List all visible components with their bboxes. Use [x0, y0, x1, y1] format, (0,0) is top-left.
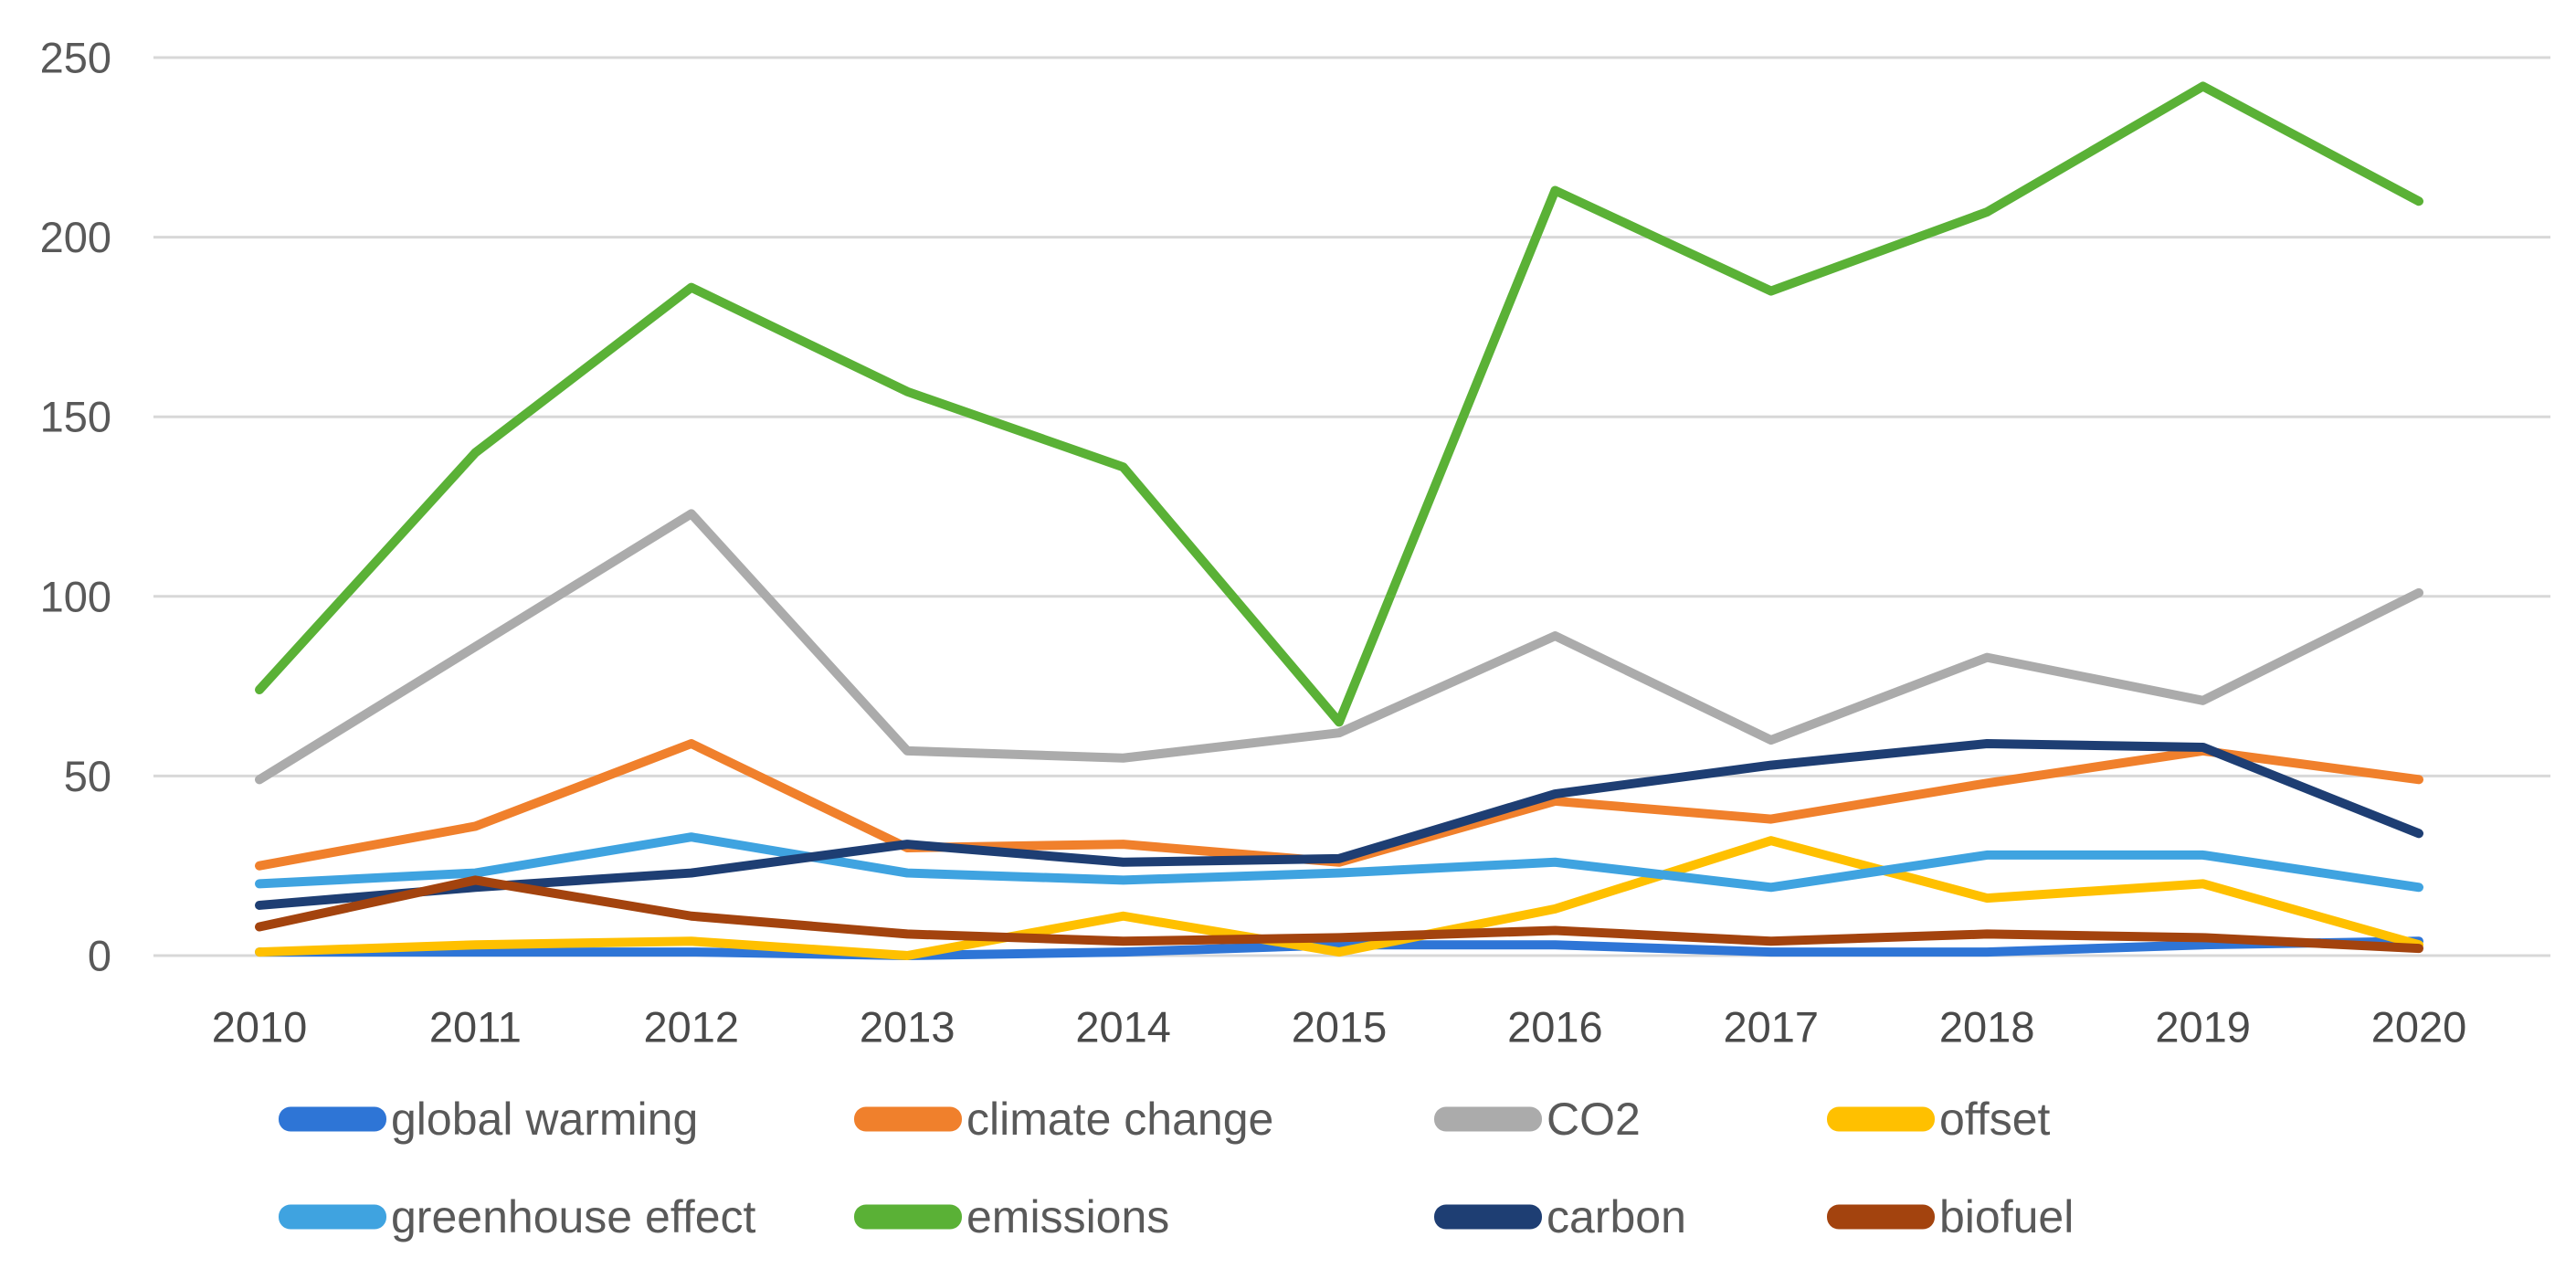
y-axis-label: 150 [40, 393, 111, 441]
x-axis-label: 2013 [860, 1003, 955, 1052]
y-axis-label: 100 [40, 572, 111, 620]
x-axis-label: 2018 [1939, 1003, 2035, 1052]
x-axis-label: 2017 [1724, 1003, 1820, 1052]
legend-swatch-co2 [1434, 1106, 1542, 1132]
x-axis-label: 2019 [2155, 1003, 2251, 1052]
y-axis-label: 50 [64, 752, 111, 800]
x-axis-label: 2010 [212, 1003, 308, 1052]
series-line-greenhouse-effect [255, 832, 2423, 893]
legend-item-carbon: carbon [1434, 1191, 1686, 1242]
legend-swatch-climate-change [854, 1106, 962, 1132]
series-line-offset [255, 836, 2423, 960]
legend-swatch-greenhouse-effect [279, 1204, 386, 1230]
legend-item-greenhouse-effect: greenhouse effect [279, 1191, 755, 1242]
legend-label-co2: CO2 [1547, 1094, 1641, 1145]
x-axis-label: 2012 [644, 1003, 740, 1052]
series-line-emissions [255, 81, 2423, 727]
legend-item-biofuel: biofuel [1827, 1191, 2074, 1242]
series-line-climate-change [255, 739, 2423, 871]
y-axis-label: 250 [40, 34, 111, 82]
x-axis-label: 2015 [1292, 1003, 1388, 1052]
legend-label-climate-change: climate change [966, 1094, 1273, 1145]
x-axis-label: 2014 [1075, 1003, 1171, 1052]
legend-label-global-warming: global warming [391, 1094, 698, 1145]
legend-item-global-warming: global warming [279, 1094, 698, 1145]
legend-swatch-emissions [854, 1204, 962, 1230]
y-axis-label: 0 [88, 932, 111, 980]
legend-item-co2: CO2 [1434, 1094, 1641, 1145]
legend-swatch-biofuel [1827, 1204, 1935, 1230]
legend-swatch-offset [1827, 1106, 1935, 1132]
y-axis-label: 200 [40, 213, 111, 261]
legend-label-offset: offset [1939, 1094, 2050, 1145]
series-line-global-warming [255, 936, 2423, 960]
series-line-carbon [255, 739, 2423, 910]
legend-label-emissions: emissions [966, 1191, 1169, 1242]
legend-swatch-carbon [1434, 1204, 1542, 1230]
legend-item-emissions: emissions [854, 1191, 1169, 1242]
series-line-co2 [255, 509, 2423, 785]
legend-label-biofuel: biofuel [1939, 1191, 2074, 1242]
x-axis-label: 2011 [429, 1003, 522, 1052]
legend-label-greenhouse-effect: greenhouse effect [391, 1191, 755, 1242]
series-line-biofuel [255, 875, 2423, 954]
legend-item-climate-change: climate change [854, 1094, 1273, 1145]
legend-swatch-global-warming [279, 1106, 386, 1132]
x-axis-label: 2016 [1507, 1003, 1603, 1052]
legend-label-carbon: carbon [1547, 1191, 1686, 1242]
x-axis-label: 2020 [2371, 1003, 2467, 1052]
legend-item-offset: offset [1827, 1094, 2050, 1145]
